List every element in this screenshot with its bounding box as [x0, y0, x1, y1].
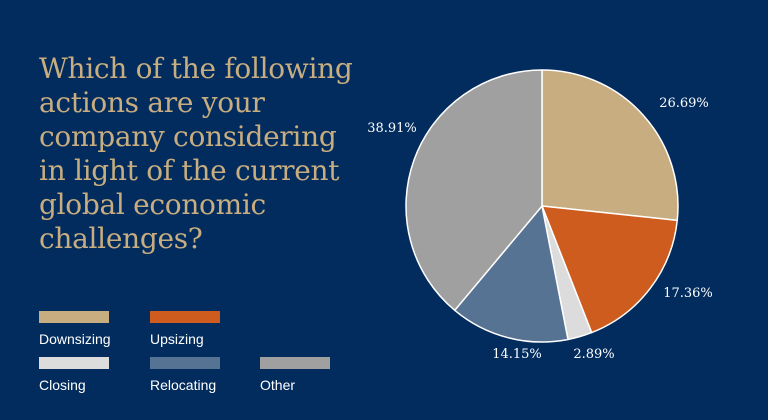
- data-label-upsizing: 17.36%: [663, 286, 713, 301]
- legend-item-closing: Closing: [39, 357, 139, 393]
- legend-item-upsizing: Upsizing: [150, 311, 250, 347]
- legend-label-closing: Closing: [39, 377, 86, 393]
- legend-item-other: Other: [260, 357, 360, 393]
- legend-label-downsizing: Downsizing: [39, 331, 111, 347]
- legend-swatch-other: [260, 357, 330, 369]
- legend-item-downsizing: Downsizing: [39, 311, 139, 347]
- pie-slice-other: [405, 69, 543, 312]
- legend-item-relocating: Relocating: [150, 357, 250, 393]
- pie-slice-relocating: [453, 205, 569, 343]
- data-label-relocating: 14.15%: [492, 347, 542, 362]
- chart-title: Which of the following actions are your …: [39, 52, 353, 255]
- legend-swatch-relocating: [150, 357, 220, 369]
- legend-swatch-downsizing: [39, 311, 109, 323]
- data-label-closing: 2.89%: [573, 347, 614, 362]
- legend-label-other: Other: [260, 377, 296, 393]
- pie-slice-downsizing: [541, 69, 679, 222]
- pie-slice-upsizing: [541, 205, 678, 334]
- data-label-downsizing: 26.69%: [659, 96, 709, 111]
- data-label-other: 38.91%: [367, 121, 417, 136]
- legend-swatch-upsizing: [150, 311, 220, 323]
- legend-swatch-closing: [39, 357, 109, 369]
- legend-label-upsizing: Upsizing: [150, 331, 204, 347]
- legend-label-relocating: Relocating: [150, 377, 217, 393]
